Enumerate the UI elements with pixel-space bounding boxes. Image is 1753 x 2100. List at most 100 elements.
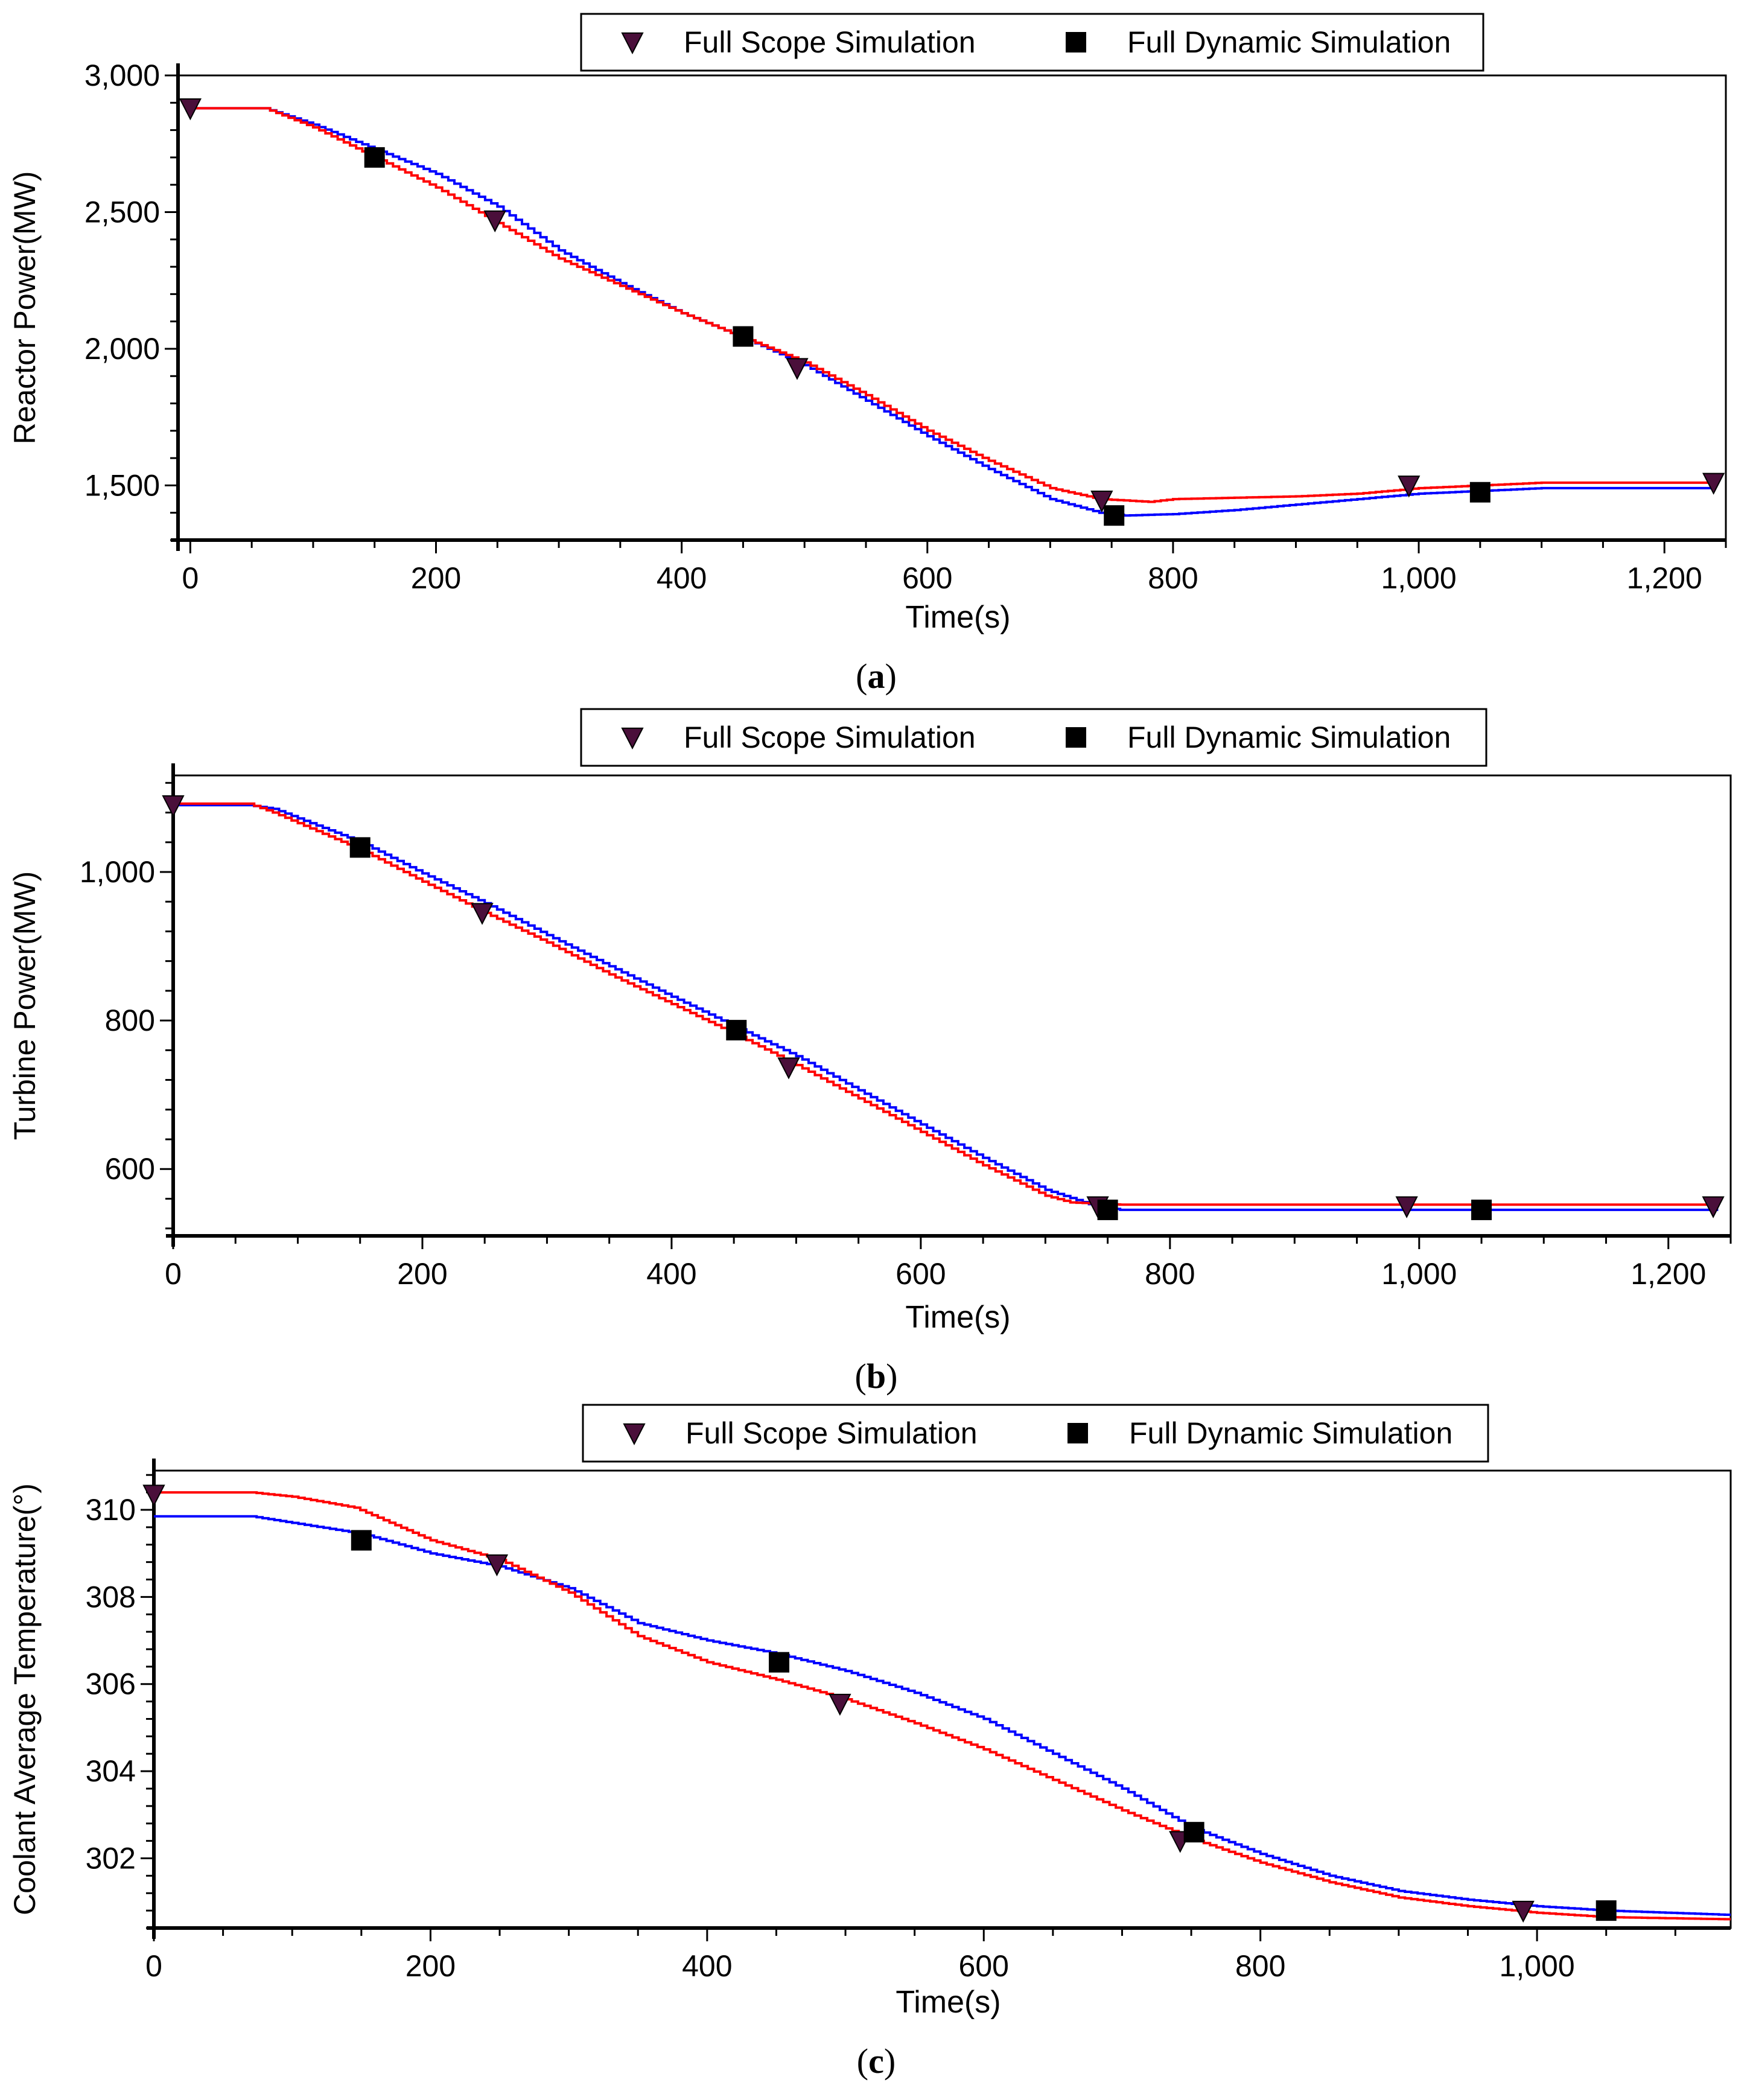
x-tick-label: 1,000 bbox=[1381, 1257, 1457, 1291]
marker-full-scope bbox=[471, 903, 494, 925]
x-tick-label: 0 bbox=[165, 1257, 182, 1291]
legend: Full Scope Simulation Full Dynamic Simula… bbox=[582, 1404, 1489, 1463]
marker-full-dynamic bbox=[1104, 505, 1125, 526]
series-line-full-dynamic bbox=[154, 1491, 1731, 1921]
x-tick-label: 200 bbox=[406, 1949, 456, 1983]
marker-full-dynamic bbox=[1596, 1900, 1617, 1921]
marker-full-dynamic bbox=[364, 147, 385, 168]
marker-full-scope bbox=[777, 1057, 800, 1080]
x-tick-label: 600 bbox=[896, 1257, 946, 1291]
legend-square-icon bbox=[1066, 727, 1086, 748]
series-line-full-scope bbox=[173, 804, 1719, 1211]
marker-full-scope bbox=[483, 210, 506, 233]
x-tick-label: 400 bbox=[646, 1257, 696, 1291]
legend-label-full-scope: Full Scope Simulation bbox=[684, 721, 976, 754]
x-axis-label: Time(s) bbox=[896, 1985, 1001, 2020]
marker-full-scope bbox=[1395, 1196, 1418, 1218]
y-tick-label: 304 bbox=[86, 1754, 136, 1788]
y-tick-label: 306 bbox=[86, 1667, 136, 1701]
chart-panel-b: Full Scope Simulation Full Dynamic Simula… bbox=[8, 708, 1732, 1396]
y-tick-label: 800 bbox=[105, 1004, 155, 1037]
plot-frame bbox=[177, 74, 1727, 541]
marker-full-scope bbox=[1702, 472, 1725, 495]
legend-label-full-scope: Full Scope Simulation bbox=[686, 1416, 978, 1450]
x-tick-label: 1,200 bbox=[1627, 561, 1702, 595]
panel-caption: (c) bbox=[857, 2041, 896, 2081]
marker-full-dynamic bbox=[726, 1020, 747, 1041]
marker-full-scope bbox=[1702, 1196, 1725, 1218]
marker-full-dynamic bbox=[1471, 1199, 1492, 1220]
y-tick-label: 1,000 bbox=[80, 855, 155, 889]
panel-caption: (b) bbox=[855, 1357, 898, 1396]
y-axis-label: Turbine Power(MW) bbox=[8, 871, 42, 1140]
plot-frame bbox=[172, 774, 1732, 1237]
x-tick-label: 200 bbox=[397, 1257, 447, 1291]
series-line-full-scope bbox=[190, 107, 1714, 517]
legend-triangle-icon bbox=[621, 727, 644, 750]
legend: Full Scope Simulation Full Dynamic Simula… bbox=[580, 13, 1484, 72]
series-line-full-scope bbox=[154, 1515, 1731, 1916]
panel-caption: (a) bbox=[856, 657, 897, 696]
x-tick-label: 600 bbox=[959, 1949, 1009, 1983]
x-tick-label: 400 bbox=[657, 561, 707, 595]
marker-full-dynamic bbox=[1183, 1822, 1204, 1843]
x-tick-label: 1,000 bbox=[1381, 561, 1457, 595]
chart-panel-a: Full Scope Simulation Full Dynamic Simula… bbox=[8, 13, 1727, 696]
y-tick-label: 310 bbox=[86, 1493, 136, 1527]
marker-full-scope bbox=[1090, 491, 1113, 513]
y-tick-label: 2,000 bbox=[84, 332, 160, 366]
y-tick-label: 2,500 bbox=[84, 195, 160, 229]
y-axis-label: Reactor Power(MW) bbox=[8, 171, 42, 445]
marker-full-scope bbox=[829, 1693, 851, 1716]
x-axis-label: Time(s) bbox=[905, 1300, 1010, 1335]
marker-full-scope bbox=[142, 1484, 165, 1507]
x-tick-label: 600 bbox=[902, 561, 952, 595]
x-tick-label: 1,000 bbox=[1500, 1949, 1575, 1983]
x-tick-label: 400 bbox=[682, 1949, 732, 1983]
legend-square-icon bbox=[1066, 32, 1086, 52]
plot-frame bbox=[153, 1469, 1732, 1929]
marker-full-dynamic bbox=[351, 1530, 372, 1551]
x-tick-label: 0 bbox=[182, 561, 199, 595]
x-tick-label: 200 bbox=[411, 561, 461, 595]
series-line-full-dynamic bbox=[173, 802, 1719, 1206]
chart-panel-c: Full Scope Simulation Full Dynamic Simula… bbox=[8, 1404, 1732, 2081]
y-axis-label: Coolant Average Temperature(°) bbox=[8, 1483, 42, 1915]
marker-full-dynamic bbox=[1469, 482, 1491, 503]
marker-full-dynamic bbox=[769, 1652, 790, 1673]
y-tick-label: 3,000 bbox=[84, 59, 160, 92]
legend-label-full-scope: Full Scope Simulation bbox=[684, 25, 976, 59]
marker-full-scope bbox=[1398, 476, 1421, 498]
panels: Full Scope Simulation Full Dynamic Simula… bbox=[8, 13, 1732, 2081]
marker-full-scope bbox=[162, 795, 185, 818]
marker-full-dynamic bbox=[733, 326, 754, 347]
y-tick-label: 1,500 bbox=[84, 468, 160, 502]
x-tick-label: 800 bbox=[1145, 1257, 1195, 1291]
x-tick-label: 800 bbox=[1148, 561, 1198, 595]
legend-box bbox=[582, 1404, 1489, 1463]
series-line-full-dynamic bbox=[190, 107, 1714, 503]
x-axis-label: Time(s) bbox=[905, 600, 1010, 635]
x-tick-label: 1,200 bbox=[1631, 1257, 1706, 1291]
y-tick-label: 600 bbox=[105, 1152, 155, 1186]
legend-square-icon bbox=[1067, 1423, 1088, 1443]
x-tick-label: 800 bbox=[1235, 1949, 1285, 1983]
y-tick-label: 308 bbox=[86, 1580, 136, 1614]
legend-box bbox=[580, 708, 1487, 767]
legend-label-full-dynamic: Full Dynamic Simulation bbox=[1127, 721, 1451, 754]
marker-full-scope bbox=[179, 98, 202, 121]
legend: Full Scope Simulation Full Dynamic Simula… bbox=[580, 708, 1487, 767]
marker-full-scope bbox=[485, 1554, 509, 1577]
marker-full-scope bbox=[1512, 1900, 1535, 1923]
marker-full-dynamic bbox=[1097, 1199, 1118, 1220]
legend-triangle-icon bbox=[623, 1423, 646, 1446]
legend-box bbox=[580, 13, 1484, 72]
x-tick-label: 0 bbox=[145, 1949, 162, 1983]
marker-full-dynamic bbox=[349, 837, 371, 858]
marker-full-scope bbox=[786, 358, 809, 380]
legend-label-full-dynamic: Full Dynamic Simulation bbox=[1127, 25, 1451, 59]
legend-label-full-dynamic: Full Dynamic Simulation bbox=[1129, 1416, 1452, 1450]
y-tick-label: 302 bbox=[86, 1841, 136, 1875]
legend-triangle-icon bbox=[621, 32, 644, 55]
